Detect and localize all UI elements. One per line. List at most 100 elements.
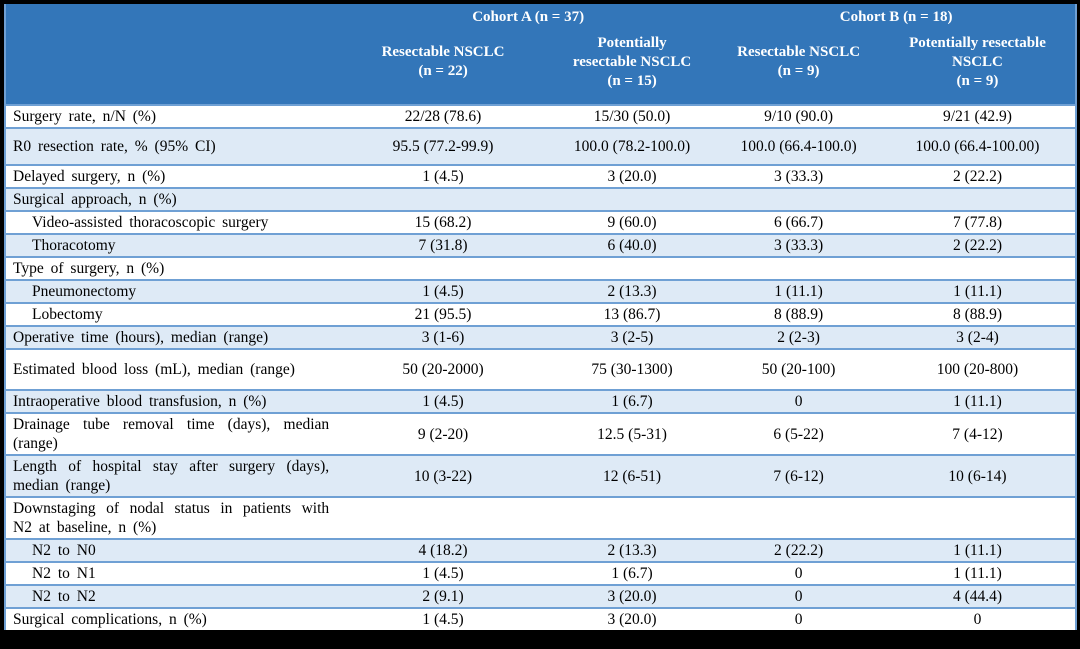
table-header: Cohort A (n = 37) Cohort B (n = 18) Rese… xyxy=(5,4,1076,105)
cell-value: 7 (77.8) xyxy=(952,214,1003,231)
cell-value: 6 (66.7) xyxy=(774,214,824,231)
cell-value: 4 (44.4) xyxy=(879,585,1076,608)
column-header-row: Resectable NSCLC (n = 22) Potentially resec… xyxy=(5,28,1076,105)
cell-value: 3 (20.0) xyxy=(607,611,657,628)
cell-value: 1 (11.1) xyxy=(879,280,1076,303)
column-header-line: Resectable NSCLC xyxy=(381,44,505,60)
cell-value: 9/10 (90.0) xyxy=(764,108,834,125)
table-row: Delayed surgery, n (%) 1 (4.5) 3 (20.0) 3 (… xyxy=(5,165,1076,188)
table-row: Length of hospital stay after surgery (d… xyxy=(5,455,1076,497)
table-row: Surgery rate, n/N (%) 22/28 (78.6) 15/30 (… xyxy=(5,105,1076,128)
row-label: Surgical complications, n (%) xyxy=(13,611,207,628)
table-row: R0 resection rate, % (95% CI) 95.5 (77.2-… xyxy=(5,128,1076,165)
cell-value: 9 (60.0) xyxy=(607,214,657,231)
cell-value: 1 (11.1) xyxy=(879,390,1076,413)
cell-value: 9/21 (42.9) xyxy=(943,108,1012,125)
cell-value: 6 (40.0) xyxy=(546,234,718,257)
table-row: N2 to N1 1 (4.5) 1 (6.7) 0 1 (11.1) xyxy=(5,562,1076,585)
cell-value xyxy=(880,497,1076,539)
table-row: Video-assisted thoracoscopic surgery 15 (… xyxy=(5,211,1076,234)
cell-value: 2 (13.3) xyxy=(546,280,718,303)
cell-value: 4 (18.2) xyxy=(339,539,547,562)
cell-value: 95.5 (77.2-99.9) xyxy=(339,128,547,165)
cell-value xyxy=(546,188,718,211)
row-label: Intraoperative blood transfusion, n (%) xyxy=(5,390,340,413)
row-label: N2 to N0 xyxy=(5,539,340,562)
column-header-line: Potentially resectable xyxy=(909,34,1046,51)
cell-value xyxy=(339,188,547,211)
cell-value xyxy=(547,497,717,539)
cell-value: 1 (11.1) xyxy=(953,565,1002,582)
column-header-3: Resectable NSCLC (n = 9) xyxy=(717,28,880,105)
cell-value: 9 (2-20) xyxy=(417,425,469,443)
cell-value: 1 (4.5) xyxy=(339,390,547,413)
cohort-header-row: Cohort A (n = 37) Cohort B (n = 18) xyxy=(5,4,1076,28)
row-label: Operative time (hours), median (range) xyxy=(5,326,340,349)
cell-value: 1 (4.5) xyxy=(422,611,464,628)
corner-cell xyxy=(5,28,340,105)
cell-value: 7 (31.8) xyxy=(339,234,547,257)
cell-value: 7 (4-12) xyxy=(952,425,1003,443)
cell-value xyxy=(339,497,547,539)
cell-value: 100.0 (78.2-100.0) xyxy=(546,128,718,165)
surgical-outcomes-table: Cohort A (n = 37) Cohort B (n = 18) Rese… xyxy=(4,4,1077,630)
row-label: Delayed surgery, n (%) xyxy=(13,168,166,185)
cell-value: 3 (33.3) xyxy=(717,234,880,257)
cell-value: 22/28 (78.6) xyxy=(404,108,482,125)
table-row: Operative time (hours), median (range) 3 … xyxy=(5,326,1076,349)
cell-value: 1 (4.5) xyxy=(422,565,464,582)
cell-value: 12 (6-51) xyxy=(546,455,718,497)
table-row: N2 to N0 4 (18.2) 2 (13.3) 2 (22.2) 1 (11.1) xyxy=(5,539,1076,562)
column-header-line: (n = 9) xyxy=(777,63,820,79)
cell-value: 3 (20.0) xyxy=(607,168,657,185)
cell-value: 2 (13.3) xyxy=(546,539,718,562)
cell-value: 2 (22.2) xyxy=(717,539,880,562)
cell-value: 0 xyxy=(794,611,803,628)
row-label: Estimated blood loss (mL), median (range… xyxy=(13,361,295,378)
cell-value: 13 (86.7) xyxy=(603,306,661,323)
table-body: Surgery rate, n/N (%) 22/28 (78.6) 15/30 (… xyxy=(5,105,1076,630)
cell-value: 100.0 (66.4-100.0) xyxy=(717,128,880,165)
row-label: N2 to N1 xyxy=(32,565,96,582)
cell-value: 0 xyxy=(717,390,880,413)
table-row: Pneumonectomy 1 (4.5) 2 (13.3) 1 (11.1) 1 (1… xyxy=(5,280,1076,303)
cell-value xyxy=(717,257,880,280)
cell-value: 3 (1-6) xyxy=(339,326,547,349)
cell-value: 100.0 (66.4-100.00) xyxy=(879,128,1076,165)
column-header-2: Potentially resectable NSCLC (n = 15) xyxy=(546,28,718,105)
cell-value: 1 (4.5) xyxy=(422,168,464,185)
row-label: Length of hospital stay after surgery (d… xyxy=(5,455,340,497)
cell-value: 8 (88.9) xyxy=(774,306,824,323)
table-row: Thoracotomy 7 (31.8) 6 (40.0) 3 (33.3) 2 (22… xyxy=(5,234,1076,257)
cell-value xyxy=(879,188,1076,211)
row-label: Video-assisted thoracoscopic surgery xyxy=(32,214,269,231)
cell-value: 7 (6-12) xyxy=(717,455,880,497)
cohort-a-header: Cohort A (n = 37) xyxy=(339,4,718,28)
cell-value: 15/30 (50.0) xyxy=(593,108,671,125)
cell-value: 12.5 (5-31) xyxy=(597,425,667,443)
row-label: Type of surgery, n (%) xyxy=(13,260,165,277)
cell-value: 2 (9.1) xyxy=(339,585,547,608)
row-label: Lobectomy xyxy=(32,306,103,323)
cell-value: 0 xyxy=(794,565,803,582)
row-label: Surgical approach, n (%) xyxy=(5,188,340,211)
column-header-line: (n = 15) xyxy=(607,72,657,89)
cell-value: 10 (3-22) xyxy=(339,455,547,497)
cell-value: 1 (6.7) xyxy=(611,565,653,582)
cell-value: 21 (95.5) xyxy=(414,306,472,323)
row-label: Drainage tube removal time (days), media… xyxy=(13,416,330,452)
table-row: Surgical approach, n (%) xyxy=(5,188,1076,211)
column-header-line: Potentially xyxy=(597,34,667,51)
cell-value: 1 (6.7) xyxy=(546,390,718,413)
cell-value: 0 xyxy=(717,585,880,608)
cell-value: 1 (11.1) xyxy=(717,280,880,303)
cell-value: 3 (2-5) xyxy=(546,326,718,349)
corner-cell xyxy=(5,4,340,28)
cell-value xyxy=(717,497,880,539)
row-label: Pneumonectomy xyxy=(5,280,340,303)
cell-value: 1 (11.1) xyxy=(879,539,1076,562)
table-row: N2 to N2 2 (9.1) 3 (20.0) 0 4 (44.4) xyxy=(5,585,1076,608)
column-header-line: resectable NSCLC xyxy=(572,53,692,70)
table-row: Estimated blood loss (mL), median (range… xyxy=(5,349,1076,390)
